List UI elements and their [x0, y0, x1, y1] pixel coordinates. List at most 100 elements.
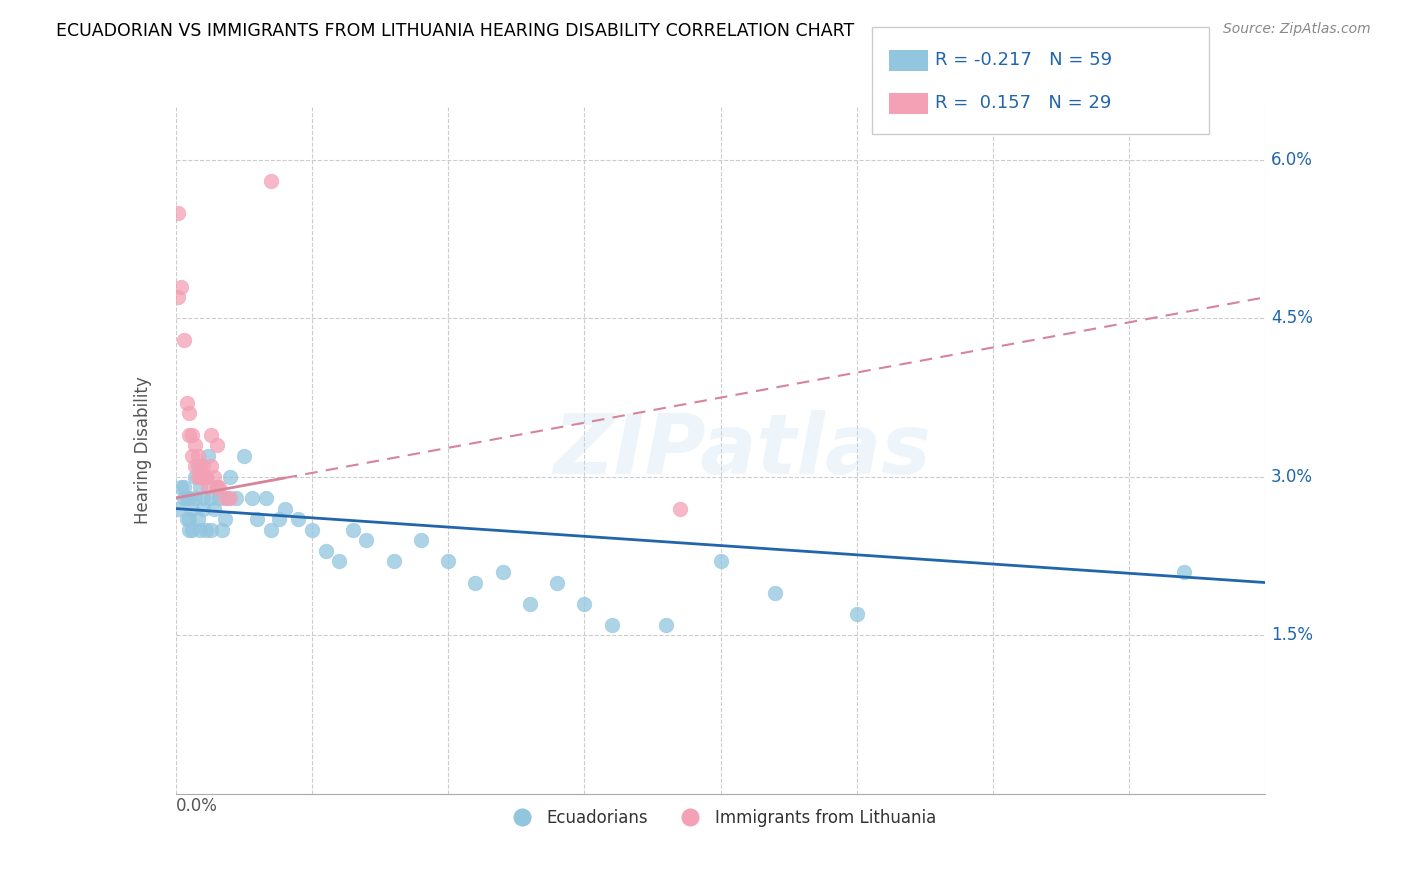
Point	[225, 491, 247, 505]
Text: 6.0%: 6.0%	[1271, 151, 1313, 169]
Point	[191, 470, 214, 484]
Point	[186, 459, 209, 474]
Point	[179, 427, 201, 442]
Point	[167, 501, 190, 516]
Text: 1.5%: 1.5%	[1271, 626, 1313, 644]
Text: ZIPatlas: ZIPatlas	[554, 410, 931, 491]
Point	[188, 470, 211, 484]
Point	[232, 449, 254, 463]
Point	[356, 533, 378, 548]
Point	[179, 523, 201, 537]
Point	[205, 480, 228, 494]
Point	[194, 470, 217, 484]
Text: R =  0.157   N = 29: R = 0.157 N = 29	[935, 94, 1111, 112]
Point	[176, 396, 198, 410]
Point	[260, 174, 283, 188]
Point	[184, 459, 207, 474]
Point	[170, 480, 193, 494]
Point	[179, 491, 201, 505]
Point	[214, 512, 236, 526]
Point	[437, 554, 460, 568]
Point	[188, 523, 211, 537]
Point	[173, 480, 195, 494]
Point	[197, 449, 219, 463]
Point	[208, 491, 231, 505]
Point	[179, 407, 201, 421]
Point	[217, 491, 239, 505]
Point	[211, 523, 233, 537]
Point	[191, 501, 214, 516]
Text: Source: ZipAtlas.com: Source: ZipAtlas.com	[1223, 22, 1371, 37]
Point	[328, 554, 350, 568]
Point	[173, 491, 195, 505]
Point	[179, 512, 201, 526]
Text: 3.0%: 3.0%	[1271, 468, 1313, 486]
Point	[176, 512, 198, 526]
Point	[342, 523, 364, 537]
Point	[200, 491, 222, 505]
Point	[197, 480, 219, 494]
Point	[184, 438, 207, 452]
Point	[269, 512, 291, 526]
Point	[167, 290, 190, 304]
Point	[546, 575, 568, 590]
Point	[287, 512, 309, 526]
Point	[464, 575, 486, 590]
Point	[240, 491, 263, 505]
Point	[246, 512, 269, 526]
Point	[194, 470, 217, 484]
Point	[763, 586, 786, 600]
Point	[1173, 565, 1195, 579]
Point	[173, 333, 195, 347]
Point	[600, 617, 623, 632]
Point	[274, 501, 297, 516]
Point	[492, 565, 515, 579]
Point	[655, 617, 678, 632]
Point	[382, 554, 405, 568]
Point	[202, 470, 225, 484]
Point	[301, 523, 323, 537]
Point	[188, 480, 211, 494]
Point	[710, 554, 733, 568]
Point	[208, 480, 231, 494]
Point	[184, 491, 207, 505]
Point	[219, 470, 242, 484]
Point	[668, 501, 690, 516]
Point	[181, 449, 204, 463]
Point	[191, 459, 214, 474]
Point	[181, 501, 204, 516]
Point	[519, 597, 541, 611]
Text: 0.0%: 0.0%	[176, 797, 218, 815]
Text: R = -0.217   N = 59: R = -0.217 N = 59	[935, 51, 1112, 69]
Point	[186, 470, 209, 484]
Point	[260, 523, 283, 537]
Point	[191, 491, 214, 505]
Point	[202, 501, 225, 516]
Point	[167, 205, 190, 219]
Point	[188, 459, 211, 474]
Point	[205, 438, 228, 452]
Point	[254, 491, 277, 505]
Y-axis label: Hearing Disability: Hearing Disability	[134, 376, 152, 524]
Point	[200, 427, 222, 442]
Point	[315, 544, 337, 558]
Point	[186, 449, 209, 463]
Point	[186, 512, 209, 526]
Point	[409, 533, 432, 548]
Point	[219, 491, 242, 505]
Point	[176, 491, 198, 505]
Point	[200, 523, 222, 537]
Point	[184, 470, 207, 484]
Point	[181, 523, 204, 537]
Legend: Ecuadorians, Immigrants from Lithuania: Ecuadorians, Immigrants from Lithuania	[498, 802, 943, 834]
Point	[574, 597, 596, 611]
Text: 4.5%: 4.5%	[1271, 310, 1313, 327]
Point	[845, 607, 868, 622]
Point	[214, 491, 236, 505]
Point	[170, 279, 193, 293]
Point	[194, 523, 217, 537]
Point	[181, 427, 204, 442]
Point	[205, 480, 228, 494]
Text: ECUADORIAN VS IMMIGRANTS FROM LITHUANIA HEARING DISABILITY CORRELATION CHART: ECUADORIAN VS IMMIGRANTS FROM LITHUANIA …	[56, 22, 855, 40]
Point	[200, 459, 222, 474]
